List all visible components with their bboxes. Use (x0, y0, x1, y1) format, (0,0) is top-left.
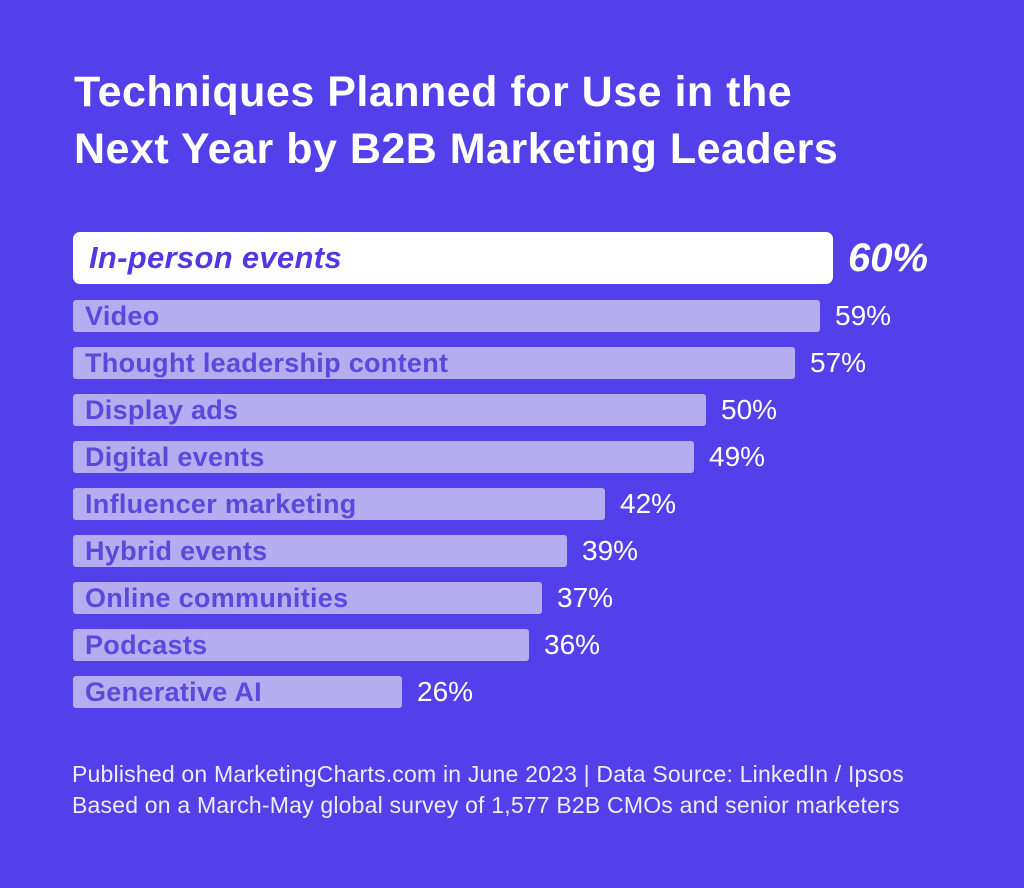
bar-row: Influencer marketing 42% (73, 488, 676, 520)
bar-online-communities: Online communities (73, 582, 542, 614)
bar-label: Hybrid events (85, 535, 268, 566)
bar-value-label: 42% (620, 488, 677, 519)
bar-row: Display ads 50% (73, 394, 777, 426)
bar-value-label: 37% (557, 582, 614, 613)
bar-value-label: 26% (417, 676, 474, 707)
bar-value-label: 57% (810, 347, 867, 378)
footer-line1: Published on MarketingCharts.com in June… (72, 761, 904, 787)
bar-row: Digital events 49% (73, 441, 765, 473)
bar-row: Thought leadership content 57% (73, 347, 866, 379)
bar-label: Display ads (85, 394, 239, 425)
bar-label: Generative AI (85, 676, 262, 707)
bar-thought-leadership-content: Thought leadership content (73, 347, 795, 379)
bar-label: Podcasts (85, 629, 208, 660)
bar-label: Online communities (85, 582, 349, 613)
bar-influencer-marketing: Influencer marketing (73, 488, 605, 520)
highlight-bar-row: In-person events 60% (73, 232, 928, 284)
bar-label: Video (85, 300, 160, 331)
bar-value-label: 60% (848, 235, 929, 280)
bar-label: In-person events (89, 240, 342, 275)
bar-row: Online communities 37% (73, 582, 613, 614)
bar-label: Influencer marketing (85, 488, 357, 519)
bar-value-label: 50% (721, 394, 778, 425)
bar-row: Podcasts 36% (73, 629, 600, 661)
bar-row: Hybrid events 39% (73, 535, 638, 567)
bar-video: Video (73, 300, 820, 332)
bar-hybrid-events: Hybrid events (73, 535, 567, 567)
chart-title: Techniques Planned for Use in the Next Y… (74, 64, 974, 178)
bar-generative-ai: Generative AI (73, 676, 402, 708)
bar-display-ads: Display ads (73, 394, 706, 426)
bar-value-label: 36% (544, 629, 601, 660)
bar-value-label: 59% (835, 300, 892, 331)
bar-podcasts: Podcasts (73, 629, 529, 661)
bar-row: Video 59% (73, 300, 891, 332)
chart-title-line2: Next Year by B2B Marketing Leaders (74, 125, 839, 173)
bar-value-label: 39% (582, 535, 639, 566)
chart-title-line1: Techniques Planned for Use in the (74, 68, 793, 116)
bar-digital-events: Digital events (73, 441, 694, 473)
bar-label: Thought leadership content (85, 347, 449, 378)
bar-chart: In-person events 60% Video 59% Thought leade… (73, 232, 1013, 712)
source-footer: Published on MarketingCharts.com in June… (72, 759, 992, 821)
bar-label: Digital events (85, 441, 265, 472)
bar-value-label: 49% (709, 441, 766, 472)
bar-row: Generative AI 26% (73, 676, 473, 708)
bar-in-person-events: In-person events (73, 232, 833, 284)
footer-line2: Based on a March-May global survey of 1,… (72, 792, 900, 818)
